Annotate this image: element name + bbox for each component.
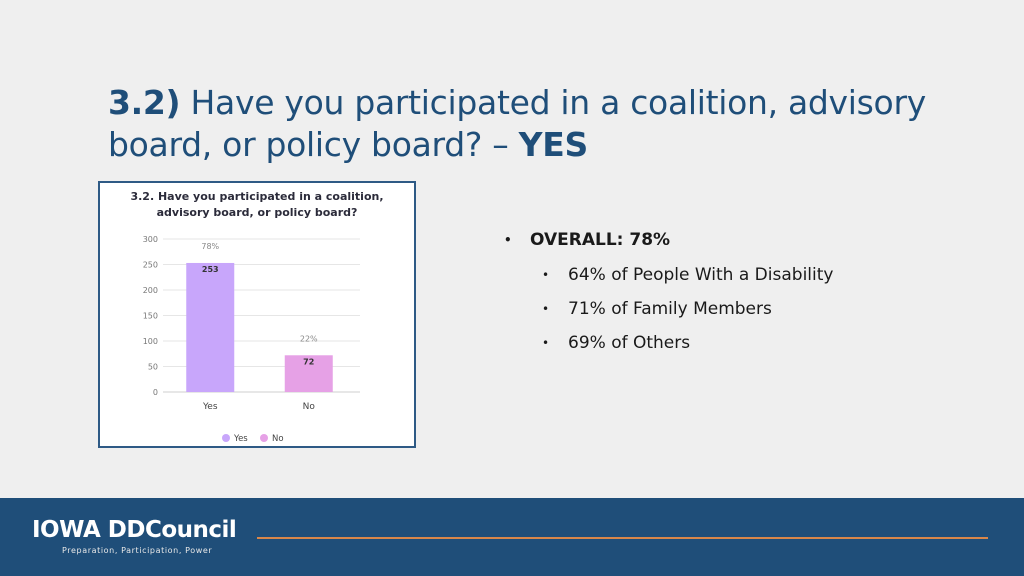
title-number: 3.2) [108,83,181,122]
bar [284,355,333,392]
bullet-sub-text: 69% of Others [568,333,691,353]
y-tick-label: 50 [148,363,158,372]
bullet-dot-icon: • [542,302,550,316]
bullet-sub-item: • 69% of Others [542,331,924,355]
bar-percent-label: 22% [300,334,318,343]
bullet-sub-text: 71% of Family Members [568,299,772,319]
bar-value-label: 72 [303,357,314,366]
bullet-sub-text: 64% of People With a Disability [568,265,834,285]
legend-label: No [272,434,284,444]
title-question: Have you participated in a coalition, ad… [108,83,926,164]
chart-card: 3.2. Have you participated in a coalitio… [98,181,416,448]
y-tick-label: 300 [143,235,158,244]
title-answer: YES [518,125,589,164]
chart-title-line: advisory board, or policy board? [157,206,358,219]
bullet-dot-icon: • [542,268,550,282]
chart-title-line: 3.2. Have you participated in a coalitio… [130,190,383,203]
footer-bar: IOWA DDCouncil Preparation, Participatio… [0,498,1024,576]
bar-percent-label: 78% [201,242,219,251]
bar-value-label: 253 [202,265,219,274]
x-tick-label: Yes [202,402,218,412]
bullet-overall: • OVERALL: 78% [504,228,924,252]
bar-chart: 3.2. Have you participated in a coalitio… [130,190,383,444]
y-tick-label: 250 [143,261,158,270]
logo-tagline: Preparation, Participation, Power [62,546,213,555]
footer-divider [257,537,988,539]
bullet-sub-item: • 71% of Family Members [542,297,924,321]
bullet-overall-text: OVERALL: 78% [530,230,671,250]
y-tick-label: 150 [143,312,158,321]
summary-bullets: • OVERALL: 78% • 64% of People With a Di… [504,228,924,355]
x-tick-label: No [303,402,316,412]
y-tick-label: 200 [143,286,158,295]
legend-marker [222,434,230,442]
bullet-sub-item: • 64% of People With a Disability [542,263,924,287]
y-tick-label: 100 [143,337,158,346]
legend-label: Yes [233,434,248,444]
slide-title: 3.2) Have you participated in a coalitio… [108,82,928,166]
y-tick-label: 0 [153,388,158,397]
bullet-dot-icon: • [542,336,550,350]
bar [186,262,235,392]
bullet-dot-icon: • [504,233,512,247]
legend-marker [260,434,268,442]
logo: IOWA DDCouncil [32,517,237,543]
